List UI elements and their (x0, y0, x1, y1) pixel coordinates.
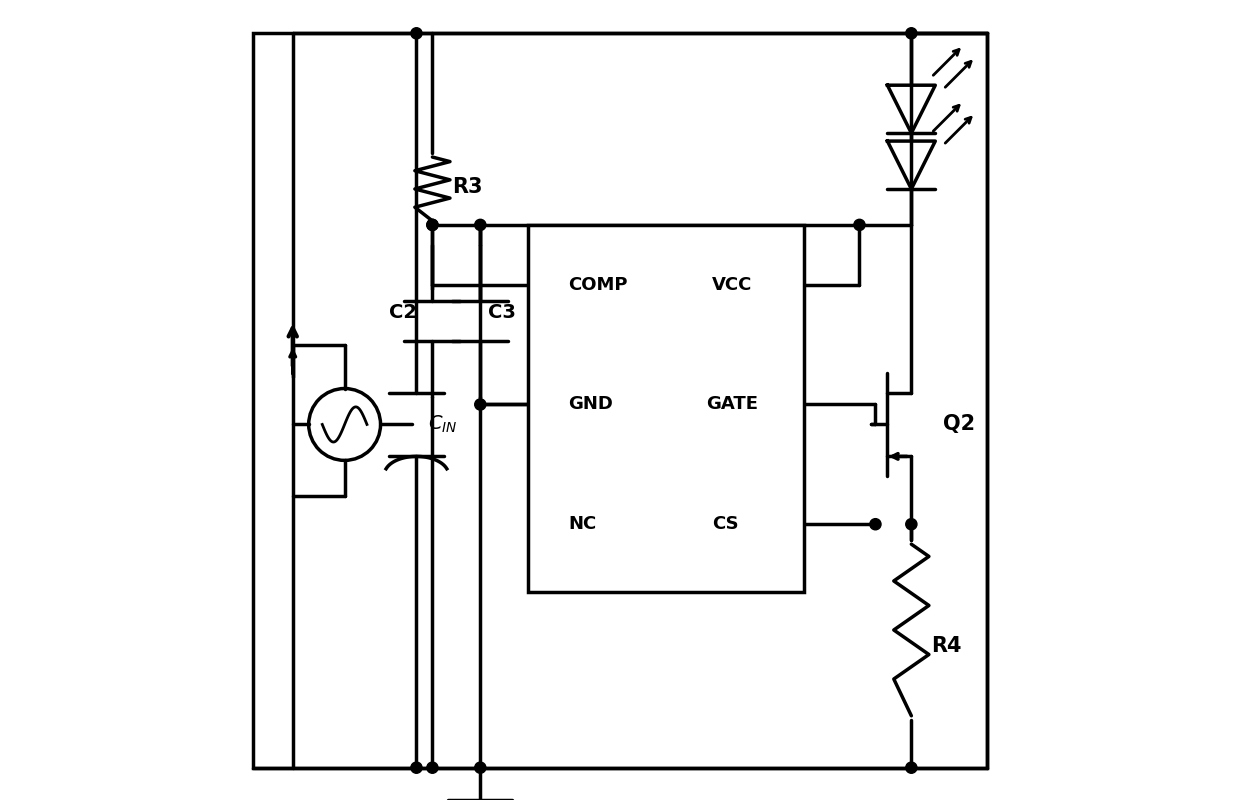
Circle shape (475, 399, 486, 410)
Circle shape (905, 762, 916, 773)
Text: COMP: COMP (568, 276, 627, 294)
Text: VCC: VCC (712, 276, 753, 294)
Text: C2: C2 (388, 304, 417, 322)
Text: CS: CS (712, 515, 739, 533)
Circle shape (869, 518, 880, 529)
Circle shape (905, 28, 916, 39)
Text: GND: GND (568, 396, 613, 413)
Circle shape (427, 219, 438, 231)
Circle shape (475, 219, 486, 231)
Text: R3: R3 (453, 176, 482, 196)
Text: Q2: Q2 (944, 414, 976, 434)
Text: $C_{IN}$: $C_{IN}$ (429, 414, 458, 435)
Circle shape (410, 28, 422, 39)
Bar (528, 225, 804, 592)
Text: NC: NC (568, 515, 596, 533)
Circle shape (905, 518, 916, 529)
Text: C3: C3 (489, 304, 516, 322)
Circle shape (854, 219, 866, 231)
Circle shape (475, 762, 486, 773)
Text: GATE: GATE (707, 396, 758, 413)
Circle shape (410, 762, 422, 773)
Circle shape (427, 762, 438, 773)
Text: R4: R4 (931, 636, 962, 656)
Circle shape (427, 219, 438, 231)
